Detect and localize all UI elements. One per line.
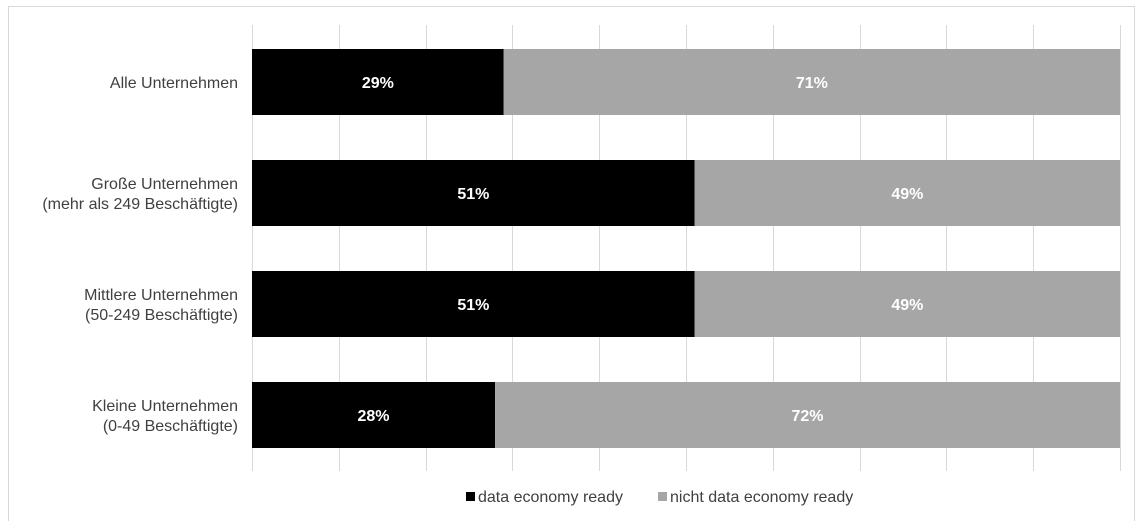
- bar-segment-ready: [252, 382, 496, 448]
- bar-value-label: 29%: [362, 75, 394, 92]
- category-labels: Alle Unternehmen Große Unternehmen (mehr a…: [42, 75, 238, 435]
- bar-value-label: 49%: [891, 186, 923, 203]
- bar-segment-ready: [252, 271, 695, 337]
- bar-segment-not-ready: [503, 49, 1121, 115]
- legend-label: nicht data economy ready: [670, 489, 853, 506]
- bars: 29% 71% 51% 49% 51% 49% 28% 72%: [252, 49, 1121, 448]
- bar-segment-not-ready: [495, 382, 1120, 448]
- bar-value-label: 28%: [358, 408, 390, 425]
- chart-frame: [8, 6, 1135, 521]
- category-label: (50-249 Beschäftigte): [85, 307, 238, 324]
- bar-segment-not-ready: [694, 271, 1120, 337]
- legend-swatch: [658, 492, 667, 501]
- category-label: Alle Unternehmen: [110, 75, 238, 92]
- bar-segment-not-ready: [694, 160, 1120, 226]
- legend: data economy ready nicht data economy rea…: [466, 489, 853, 506]
- bar-value-label: 71%: [796, 75, 828, 92]
- bar-value-label: 72%: [792, 408, 824, 425]
- bar-value-label: 51%: [457, 297, 489, 314]
- bar-segment-ready: [252, 160, 695, 226]
- category-label: Kleine Unternehmen: [92, 398, 238, 415]
- legend-label: data economy ready: [478, 489, 623, 506]
- legend-swatch: [466, 492, 475, 501]
- bar-segment-ready: [252, 49, 504, 115]
- category-label: (mehr als 249 Beschäftigte): [42, 196, 238, 213]
- bar-value-label: 49%: [891, 297, 923, 314]
- category-label: (0-49 Beschäftigte): [103, 418, 238, 435]
- bar-value-label: 51%: [457, 186, 489, 203]
- category-label: Große Unternehmen: [91, 176, 238, 193]
- category-label: Mittlere Unternehmen: [84, 287, 238, 304]
